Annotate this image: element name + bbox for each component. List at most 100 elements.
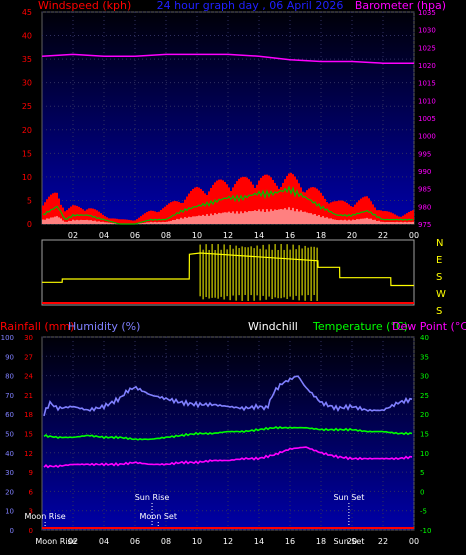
wind-y-tick-label: 30: [22, 79, 32, 88]
barometer-y-tick-label: 995: [418, 150, 431, 158]
humidity-y-tick-label: 90: [5, 353, 14, 361]
barometer-y-tick-label: 1000: [418, 133, 436, 141]
rainfall-y-tick-label: 18: [24, 411, 33, 419]
direction-plot-frame: [41, 239, 415, 306]
barometer-y-tick-label: 975: [418, 221, 431, 229]
humidity-y-tick-label: 10: [5, 508, 14, 516]
climate-x-tick-label: 10: [192, 537, 202, 546]
barometer-y-tick-label: 980: [418, 203, 431, 211]
climate-x-tick-label: 02: [68, 537, 78, 546]
rainfall-axis-label: Rainfall (mm): [0, 320, 74, 333]
rainfall-y-tick-label: 6: [29, 488, 34, 496]
wind-y-tick-label: 20: [22, 126, 32, 135]
rainfall-y-tick-label: 27: [24, 353, 33, 361]
wind-x-tick-label: 10: [192, 231, 202, 240]
humidity-y-tick-label: 30: [5, 469, 14, 477]
rainfall-y-tick-label: 3: [29, 508, 33, 516]
climate-x-tick-label: 18: [316, 537, 326, 546]
barometer-y-tick-label: 1010: [418, 97, 436, 105]
rainfall-y-tick-label: 21: [24, 392, 33, 400]
direction-label-n: N: [436, 238, 443, 249]
humidity-y-tick-label: 100: [1, 334, 14, 342]
wind-x-tick-label: 00: [409, 231, 419, 240]
humidity-y-tick-label: 0: [10, 527, 14, 535]
sun-rise-label: Sun Rise: [135, 493, 170, 502]
humidity-y-tick-label: 40: [5, 450, 14, 458]
wind-x-tick-label: 08: [161, 231, 171, 240]
wind-x-tick-label: 02: [68, 231, 78, 240]
temperature-y-tick-label: 40: [420, 334, 429, 342]
temperature-y-tick-label: -5: [420, 508, 427, 516]
rainfall-y-tick-label: 9: [29, 469, 33, 477]
wind-x-tick-label: 16: [285, 231, 295, 240]
temperature-y-tick-label: 15: [420, 431, 429, 439]
humidity-y-tick-label: 60: [5, 411, 14, 419]
sun-set-label: Sun Set: [333, 493, 364, 502]
dewpoint-axis-label: Dew Point (°C): [392, 320, 466, 333]
wind-x-tick-label: 12: [223, 231, 233, 240]
rainfall-y-tick-label: 0: [29, 527, 33, 535]
climate-x-tick-label: 16: [285, 537, 295, 546]
barometer-y-tick-label: 1030: [418, 27, 436, 35]
windchill-label: Windchill: [248, 320, 298, 333]
temperature-y-tick-label: -10: [420, 527, 431, 535]
rainfall-y-tick-label: 12: [24, 450, 33, 458]
humidity-y-tick-label: 70: [5, 392, 14, 400]
wind-x-tick-label: 18: [316, 231, 326, 240]
barometer-y-tick-label: 1005: [418, 115, 436, 123]
temperature-y-tick-label: 25: [420, 392, 429, 400]
temperature-axis-label: Temperature (°C): [312, 320, 408, 333]
wind-y-tick-label: 10: [22, 173, 32, 182]
temperature-y-tick-label: 5: [420, 469, 424, 477]
rainfall-y-tick-label: 30: [24, 334, 33, 342]
wind-x-tick-label: 20: [347, 231, 357, 240]
barometer-line: [41, 53, 414, 64]
sun-set-axis-label: Sun Set: [334, 537, 365, 546]
barometer-axis-label: Barometer (hpa): [355, 0, 446, 12]
direction-label-e: E: [436, 255, 442, 266]
wind-x-tick-label: 14: [254, 231, 264, 240]
wind-y-tick-label: 15: [22, 149, 32, 158]
direction-plot-area: [42, 240, 414, 305]
temperature-y-tick-label: 0: [420, 488, 424, 496]
temperature-y-tick-label: 10: [420, 450, 429, 458]
climate-x-tick-label: 04: [99, 537, 109, 546]
climate-x-tick-label: 06: [130, 537, 140, 546]
wind-y-tick-label: 5: [27, 196, 32, 205]
wind-x-tick-label: 06: [130, 231, 140, 240]
wind-y-tick-label: 35: [22, 55, 32, 64]
humidity-y-tick-label: 20: [5, 488, 14, 496]
barometer-y-tick-label: 1025: [418, 44, 436, 52]
direction-label-s: S: [436, 306, 442, 317]
moon-set-label: Moon Set: [140, 512, 177, 521]
climate-x-tick-label: 08: [161, 537, 171, 546]
wind-y-tick-label: 40: [22, 32, 32, 41]
direction-label-w: W: [436, 289, 446, 300]
humidity-line: [43, 375, 413, 417]
direction-label-s: S: [436, 272, 442, 283]
wind-y-tick-label: 45: [22, 8, 32, 17]
moon-rise-label: Moon Rise: [25, 512, 66, 521]
climate-x-tick-label: 12: [223, 537, 233, 546]
wind-average-line: [42, 185, 414, 225]
humidity-y-tick-label: 80: [5, 373, 14, 381]
wind-x-tick-label: 22: [378, 231, 388, 240]
climate-x-tick-label: 00: [409, 537, 419, 546]
barometer-y-tick-label: 985: [418, 186, 431, 194]
wind-axis-label: Windspeed (kph): [38, 0, 131, 12]
climate-x-tick-label: 14: [254, 537, 264, 546]
barometer-y-tick-label: 1020: [418, 62, 436, 70]
wind-y-tick-label: 0: [27, 220, 32, 229]
temperature-y-tick-label: 20: [420, 411, 429, 419]
temperature-y-tick-label: 30: [420, 373, 429, 381]
graph-title: 24 hour graph day , 06 April 2026: [157, 0, 344, 12]
humidity-axis-label: Humidity (%): [68, 320, 140, 333]
climate-x-tick-label: 20: [347, 537, 357, 546]
climate-x-tick-label: 22: [378, 537, 388, 546]
barometer-y-tick-label: 990: [418, 168, 431, 176]
moon-rise-axis-label: Moon Rise: [35, 537, 76, 546]
barometer-y-tick-label: 1015: [418, 80, 436, 88]
barometer-y-tick-label: 1035: [418, 9, 436, 17]
